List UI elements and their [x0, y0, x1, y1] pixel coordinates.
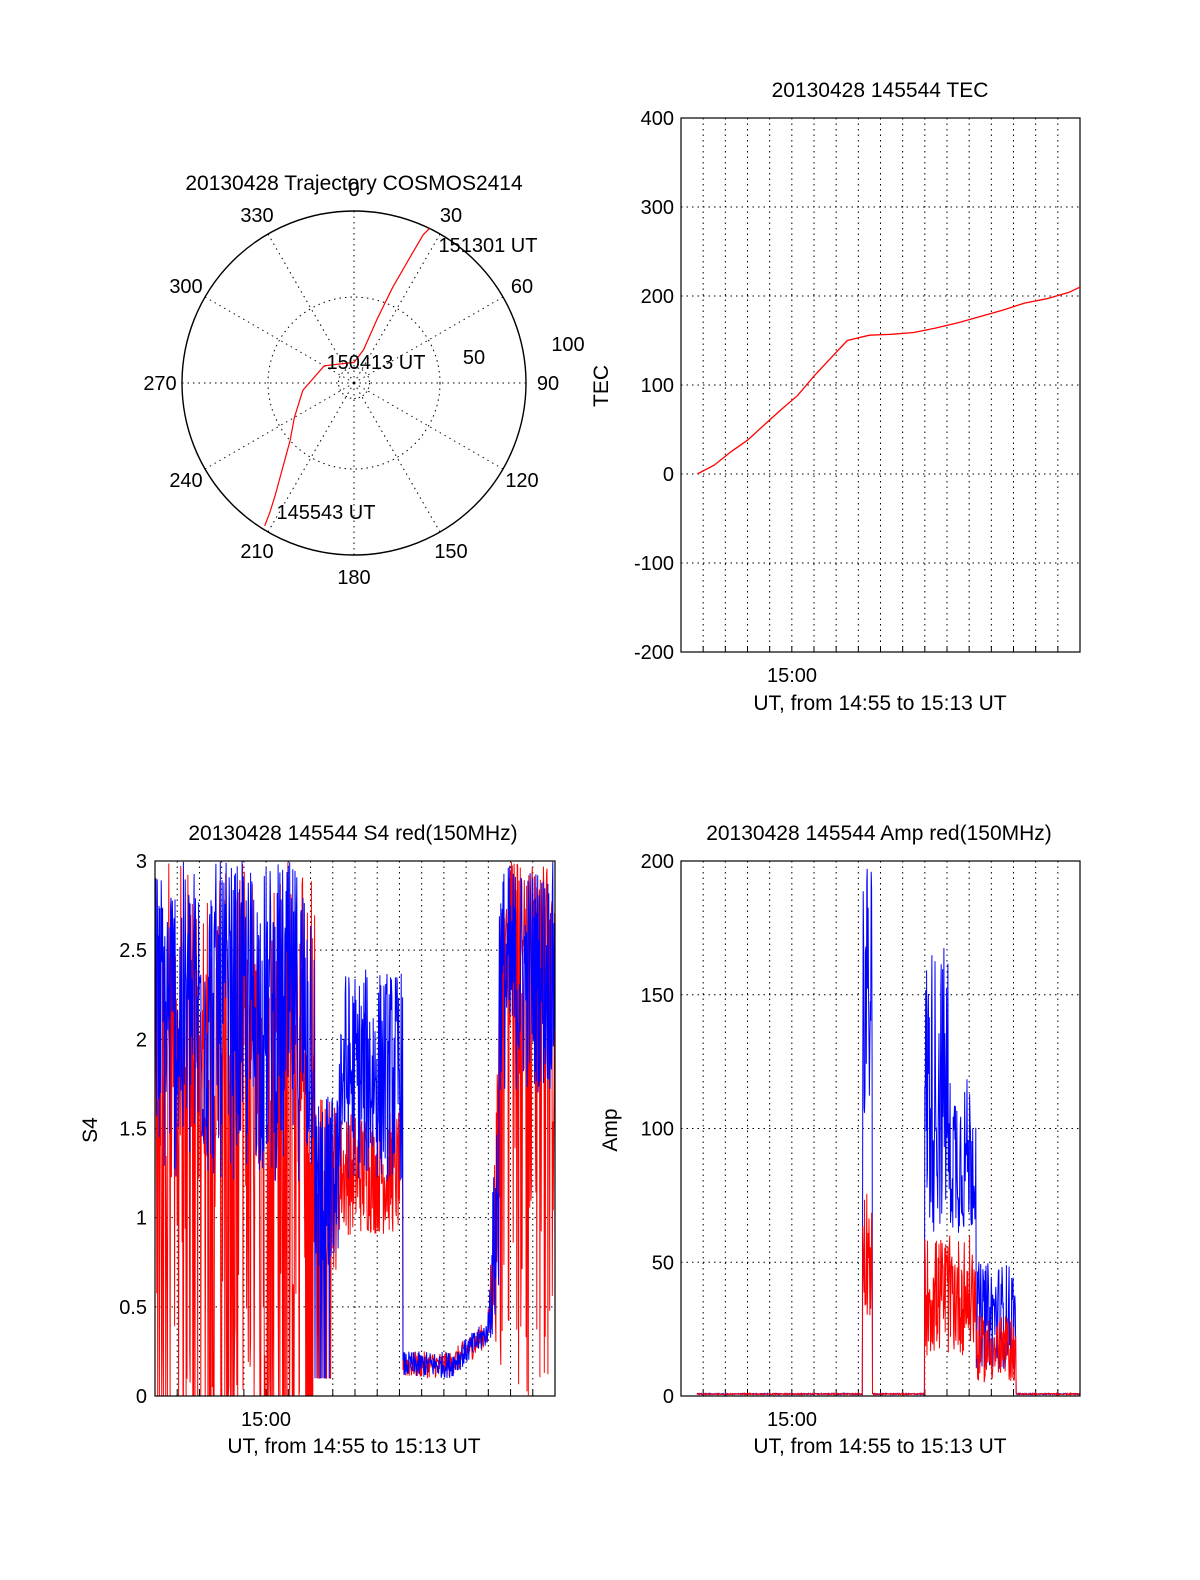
- tec-x-label: UT, from 14:55 to 15:13 UT: [753, 692, 1006, 715]
- amp-panel: 20130428 145544 Amp red(150MHz) 200 150 10…: [599, 822, 1081, 1458]
- annotation-end-time: 151301 UT: [439, 235, 538, 257]
- y-tick-label: 2.5: [119, 940, 147, 962]
- polar-spoke: [353, 382, 441, 533]
- tec-plot-frame: [680, 117, 1081, 653]
- s4-x-label: UT, from 14:55 to 15:13 UT: [227, 1435, 480, 1458]
- polar-spoke: [353, 296, 504, 384]
- tec-panel: 20130428 145544 TEC 400 300 200 100 0 -100 -20…: [590, 79, 1081, 715]
- y-tick-label: 1.5: [119, 1119, 147, 1141]
- s4-plot-frame: [154, 860, 556, 1397]
- polar-spoke: [204, 382, 355, 470]
- polar-azimuth-labels: 0 30 60 90 120 150 180 210 240 270 300 330: [143, 179, 559, 589]
- y-tick-label: 400: [641, 108, 674, 130]
- y-tick-label: 0.5: [119, 1297, 147, 1319]
- polar-ring-inner: [338, 367, 370, 399]
- y-tick-label: 150: [641, 985, 674, 1007]
- polar-spoke: [267, 382, 355, 533]
- polar-spoke: [204, 296, 355, 384]
- y-tick-label: 0: [663, 464, 674, 486]
- annotation-mid-time: 150413 UT: [327, 352, 426, 374]
- s4-blue-series: [154, 861, 556, 1379]
- polar-trajectory-panel: 20130428 Trajectory COSMOS2414 0 30 60 90 12…: [143, 172, 584, 589]
- s4-panel: 20130428 145544 S4 red(150MHz) 3 2.5 2 1.5 1…: [79, 822, 556, 1458]
- y-tick-label: 1: [136, 1208, 147, 1230]
- polar-radial-label-100: 100: [551, 334, 584, 356]
- polar-azimuth-label: 330: [240, 205, 273, 227]
- polar-azimuth-label: 0: [348, 179, 359, 201]
- amp-grid: [681, 861, 1080, 1396]
- s4-y-label: S4: [79, 1117, 102, 1143]
- polar-trajectory-line: [264, 227, 430, 527]
- polar-azimuth-label: 60: [511, 276, 533, 298]
- polar-grid: [181, 210, 527, 556]
- tec-y-label: TEC: [590, 365, 613, 407]
- polar-radial-label-50: 50: [463, 347, 485, 369]
- polar-azimuth-label: 90: [537, 373, 559, 395]
- s4-x-tick-label: 15:00: [241, 1409, 291, 1431]
- s4-y-tick-labels: 3 2.5 2 1.5 1 0.5 0: [119, 851, 147, 1408]
- y-tick-label: 50: [652, 1252, 674, 1274]
- y-tick-label: 100: [641, 375, 674, 397]
- tec-grid: [681, 118, 1080, 652]
- polar-azimuth-label: 270: [143, 373, 176, 395]
- amp-y-label: Amp: [599, 1108, 622, 1151]
- amp-y-tick-labels: 200 150 100 50 0: [641, 851, 674, 1408]
- polar-ring-50: [267, 296, 441, 470]
- polar-azimuth-label: 240: [169, 470, 202, 492]
- tec-x-tick-label: 15:00: [767, 665, 817, 687]
- polar-azimuth-label: 180: [337, 567, 370, 589]
- amp-x-label: UT, from 14:55 to 15:13 UT: [753, 1435, 1006, 1458]
- amp-red-series: [696, 1193, 1081, 1397]
- y-tick-label: -100: [634, 553, 674, 575]
- polar-azimuth-label: 120: [505, 470, 538, 492]
- y-tick-label: 300: [641, 197, 674, 219]
- y-tick-label: 3: [136, 851, 147, 873]
- y-tick-label: -200: [634, 642, 674, 664]
- tec-series-line: [696, 286, 1081, 475]
- y-tick-label: 2: [136, 1029, 147, 1051]
- polar-azimuth-label: 150: [434, 541, 467, 563]
- annotation-start-time: 145543 UT: [277, 502, 376, 524]
- y-tick-label: 0: [663, 1386, 674, 1408]
- amp-blue-series: [696, 868, 1081, 1397]
- polar-spoke: [353, 382, 504, 470]
- tec-title: 20130428 145544 TEC: [772, 79, 989, 102]
- polar-azimuth-label: 300: [169, 276, 202, 298]
- y-tick-label: 200: [641, 851, 674, 873]
- polar-spoke: [353, 233, 441, 384]
- tec-y-tick-labels: 400 300 200 100 0 -100 -200: [634, 108, 674, 664]
- s4-title: 20130428 145544 S4 red(150MHz): [188, 822, 517, 845]
- y-tick-label: 100: [641, 1119, 674, 1141]
- amp-x-tick-label: 15:00: [767, 1409, 817, 1431]
- y-tick-label: 0: [136, 1386, 147, 1408]
- polar-azimuth-label: 210: [240, 541, 273, 563]
- polar-spoke: [267, 233, 355, 384]
- y-tick-label: 200: [641, 286, 674, 308]
- polar-azimuth-label: 30: [440, 205, 462, 227]
- amp-title: 20130428 145544 Amp red(150MHz): [706, 822, 1052, 845]
- polar-title: 20130428 Trajectory COSMOS2414: [185, 172, 523, 195]
- amp-plot-frame: [680, 860, 1081, 1397]
